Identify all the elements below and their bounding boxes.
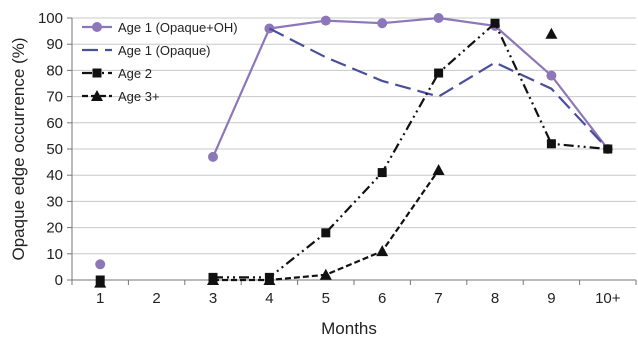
y-tick-labels: 0 10 20 30 40 50 60 70 80 90 100 bbox=[38, 10, 63, 289]
legend-label: Age 1 (Opaque) bbox=[118, 43, 211, 58]
point-marker bbox=[603, 144, 613, 154]
legend-item: Age 1 (Opaque+OH) bbox=[82, 20, 238, 35]
y-tick-label: 80 bbox=[46, 62, 63, 79]
point-marker bbox=[263, 274, 276, 285]
series-layer bbox=[94, 13, 613, 288]
y-tick-label: 90 bbox=[46, 36, 63, 53]
point-marker bbox=[92, 68, 102, 78]
legend-item: Age 3+ bbox=[82, 89, 160, 104]
series-line bbox=[268, 27, 609, 150]
legend-label: Age 1 (Opaque+OH) bbox=[118, 20, 238, 35]
point-marker bbox=[208, 151, 218, 162]
series-line bbox=[213, 169, 440, 282]
point-marker bbox=[94, 276, 107, 288]
x-tick-label: 4 bbox=[265, 290, 273, 307]
point-marker bbox=[490, 18, 500, 28]
x-tick-label: 2 bbox=[152, 290, 160, 307]
point-marker bbox=[264, 23, 275, 34]
x-tick-label: 5 bbox=[322, 290, 330, 307]
x-tick-label: 7 bbox=[434, 290, 442, 307]
x-tick-label: 6 bbox=[378, 290, 386, 307]
y-tick-label: 40 bbox=[46, 167, 63, 184]
point-marker bbox=[433, 13, 444, 23]
point-marker bbox=[320, 15, 331, 26]
point-marker bbox=[434, 68, 444, 78]
point-marker bbox=[319, 268, 332, 280]
series-4 bbox=[94, 27, 558, 288]
legend-item: Age 2 bbox=[82, 66, 152, 81]
gridlines bbox=[72, 17, 636, 255]
x-tick-label: 8 bbox=[491, 290, 499, 307]
x-axis-title: Months bbox=[321, 319, 377, 338]
y-tick-label: 100 bbox=[38, 10, 63, 27]
y-tick-label: 70 bbox=[46, 89, 63, 106]
legend: Age 1 (Opaque+OH) Age 1 (Opaque) Age 2 Age … bbox=[82, 20, 238, 104]
axes bbox=[67, 17, 637, 285]
series-2 bbox=[268, 27, 609, 150]
point-marker bbox=[92, 22, 102, 32]
point-marker bbox=[376, 245, 389, 257]
point-marker bbox=[377, 168, 387, 178]
y-tick-label: 60 bbox=[46, 115, 63, 132]
legend-label: Age 3+ bbox=[118, 89, 160, 104]
x-tick-label: 10+ bbox=[595, 290, 621, 307]
point-marker bbox=[545, 27, 558, 39]
point-marker bbox=[207, 274, 219, 285]
point-marker bbox=[432, 163, 445, 175]
point-marker bbox=[546, 70, 557, 81]
point-marker bbox=[95, 259, 106, 270]
y-tick-label: 0 bbox=[55, 272, 63, 289]
legend-item: Age 1 (Opaque) bbox=[82, 43, 211, 58]
point-marker bbox=[377, 18, 388, 29]
x-tick-label: 9 bbox=[547, 290, 555, 307]
x-tick-labels: 1 2 3 4 5 6 7 8 9 10+ bbox=[96, 290, 621, 307]
x-tick-label: 3 bbox=[209, 290, 217, 307]
point-marker bbox=[321, 228, 331, 238]
x-tick-label: 1 bbox=[96, 290, 104, 307]
point-marker bbox=[91, 90, 103, 101]
legend-label: Age 2 bbox=[118, 66, 152, 81]
y-tick-label: 50 bbox=[46, 141, 63, 158]
y-tick-label: 20 bbox=[46, 220, 63, 237]
y-tick-label: 30 bbox=[46, 193, 63, 210]
y-tick-label: 10 bbox=[46, 246, 63, 263]
y-axis-title: Opaque edge occurrence (%) bbox=[9, 37, 28, 260]
point-marker bbox=[546, 139, 556, 149]
series-3 bbox=[95, 18, 613, 285]
series-line bbox=[211, 16, 609, 158]
series-line bbox=[213, 21, 608, 279]
